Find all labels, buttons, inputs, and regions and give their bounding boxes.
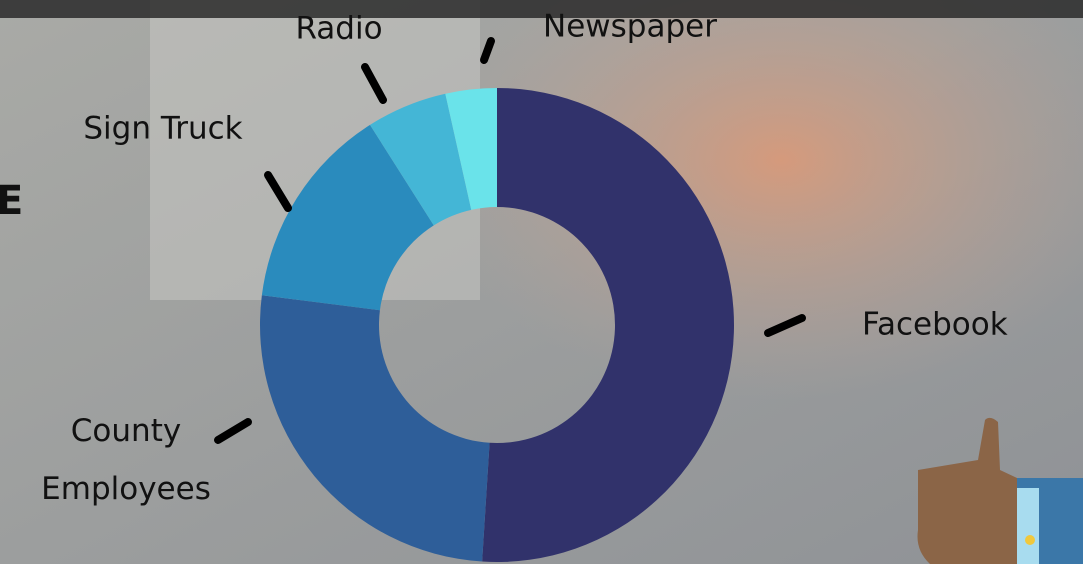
cropped-title: E [0, 178, 23, 224]
category-label: County Employees [41, 413, 211, 507]
donut-slice [261, 124, 434, 311]
donut-slice [482, 88, 735, 562]
leader-line [214, 418, 252, 444]
top-bar [0, 0, 1083, 18]
category-label: Sign Truck [83, 111, 242, 147]
category-label: Facebook [862, 307, 1008, 343]
category-label: Radio [295, 11, 382, 47]
leader-line [264, 171, 292, 212]
leader-line [764, 314, 806, 337]
donut-slice [445, 88, 497, 210]
thumbs-up-icon [917, 417, 1083, 564]
leader-line [480, 37, 495, 64]
donut [259, 88, 735, 562]
donut-slice [259, 295, 490, 562]
leader-line [361, 63, 387, 104]
category-label: Newspaper [543, 9, 717, 45]
donut-slice [370, 93, 472, 226]
